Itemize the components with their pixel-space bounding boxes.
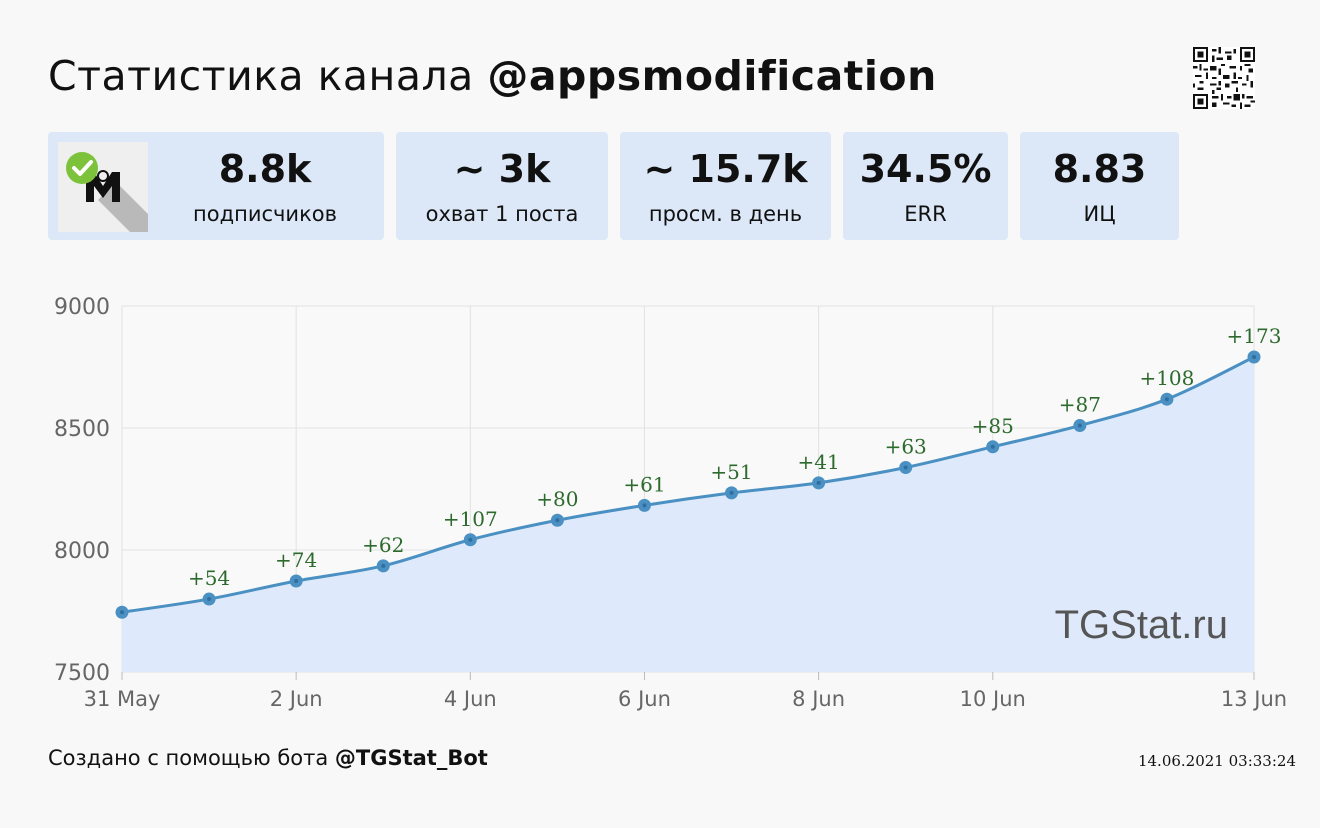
stat-card-citation-index: 8.83 ИЦ [1020, 132, 1179, 240]
delta-label: +51 [710, 460, 752, 484]
delta-label: +74 [275, 548, 317, 572]
data-point-center [642, 503, 647, 508]
avatar [58, 142, 148, 232]
stat-value: ~ 3k [453, 147, 551, 191]
delta-label: +54 [188, 566, 230, 590]
verified-badge-icon [66, 152, 98, 184]
stat-card-subscribers: 8.8k подписчиков [48, 132, 384, 240]
x-tick-label: 4 Jun [444, 687, 497, 711]
stat-label: охват 1 поста [425, 202, 579, 226]
stat-value: 8.83 [1052, 147, 1147, 191]
x-tick-label: 8 Jun [792, 687, 845, 711]
data-point-center [120, 610, 124, 615]
footer-credit: Создано с помощью бота @TGStat_Bot [48, 746, 488, 770]
y-tick-label: 8000 [54, 539, 110, 564]
delta-label: +80 [536, 487, 578, 511]
stat-value: ~ 15.7k [643, 147, 808, 191]
data-point-center [381, 563, 386, 568]
stat-label: просм. в день [648, 202, 803, 226]
data-point-center [207, 597, 212, 602]
subscribers-chart: 7500 8000 8500 9000 31 May 2 Jun 4 Jun 6 Jun 8 J… [54, 295, 1287, 711]
delta-label: +63 [885, 435, 927, 459]
delta-label: +108 [1139, 366, 1194, 390]
data-point-center [555, 518, 560, 523]
x-tick-label: 31 May [84, 687, 161, 711]
stat-label: ИЦ [1083, 202, 1116, 226]
stat-card-err: 34.5% ERR [843, 132, 1008, 240]
delta-label: +61 [623, 472, 665, 496]
bot-handle[interactable]: @TGStat_Bot [334, 746, 488, 770]
stat-label: подписчиков [193, 202, 337, 226]
series-line [121, 355, 1255, 614]
data-point-center [468, 537, 473, 542]
page-title: Статистика канала @appsmodification [48, 52, 937, 100]
series-area [122, 356, 1254, 672]
delta-label: +62 [362, 533, 404, 557]
qr-code-icon [1193, 47, 1255, 109]
delta-label: +173 [1227, 324, 1282, 348]
timestamp: 14.06.2021 03:33:24 [1137, 752, 1296, 770]
title-prefix: Статистика канала [48, 52, 474, 100]
data-point-center [816, 480, 821, 485]
watermark: TGStat.ru [1055, 603, 1228, 647]
data-point-center [903, 465, 908, 470]
channel-handle[interactable]: @appsmodification [487, 52, 937, 100]
data-point-center [1252, 354, 1256, 359]
delta-label: +85 [972, 414, 1014, 438]
footer-created-text: Создано с помощью бота [48, 746, 329, 770]
data-point-center [294, 578, 299, 583]
x-tick-label: 2 Jun [270, 687, 323, 711]
delta-label: +41 [798, 450, 840, 474]
delta-label: +107 [443, 507, 498, 531]
stat-card-reach: ~ 3k охват 1 поста [396, 132, 608, 240]
stat-value: 34.5% [859, 147, 992, 191]
y-tick-label: 7500 [54, 661, 110, 686]
data-point-center [1077, 423, 1082, 428]
y-tick-label: 8500 [54, 417, 110, 442]
data-point-center [990, 444, 995, 449]
stat-card-daily-views: ~ 15.7k просм. в день [620, 132, 831, 240]
x-tick-label: 6 Jun [618, 687, 671, 711]
data-point-center [729, 490, 734, 495]
data-point-center [1164, 397, 1169, 402]
x-tick-label: 13 Jun [1221, 687, 1287, 711]
stat-value: 8.8k [218, 147, 312, 191]
delta-label: +87 [1059, 393, 1101, 417]
stat-label: ERR [904, 202, 947, 226]
x-tick-label: 10 Jun [960, 687, 1026, 711]
y-tick-label: 9000 [54, 295, 110, 320]
